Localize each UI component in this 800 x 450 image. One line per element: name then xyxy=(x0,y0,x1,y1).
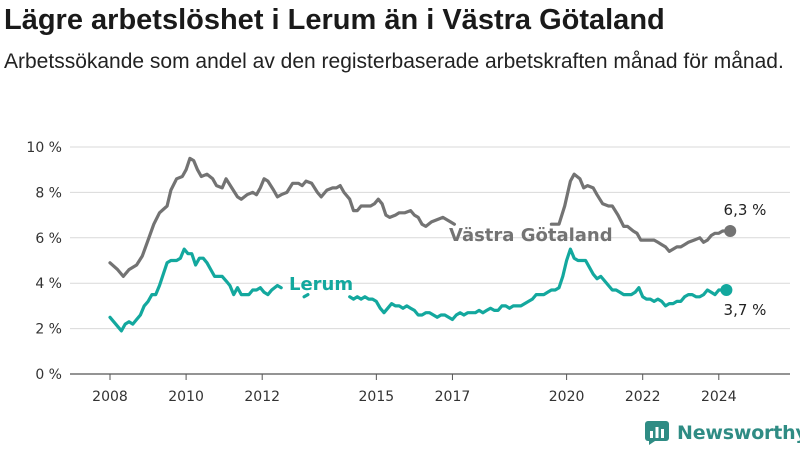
end-point-v-stra-g-taland xyxy=(724,224,737,237)
x-tick-label: 2015 xyxy=(359,389,395,405)
y-tick-label: 4 % xyxy=(35,276,62,292)
x-axis: 2008 2010 2012 2015 2017 2020 2022 2024 xyxy=(70,373,790,405)
series-line-v-stra-g-taland xyxy=(108,156,456,278)
chart-title: Lägre arbetslöshet i Lerum än i Västra G… xyxy=(4,4,665,36)
chart-subtitle: Arbetssökande som andel av den registerb… xyxy=(4,50,784,73)
end-label-lerum: 3,7 % xyxy=(724,301,767,319)
gridlines: 0 % 2 % 4 % 6 % 8 % 10 % xyxy=(26,140,790,383)
series-line-lerum xyxy=(302,293,310,299)
y-tick-label: 6 % xyxy=(35,231,62,247)
series-lines xyxy=(108,156,737,333)
series-label-vastra-gotaland: Västra Götaland xyxy=(449,225,613,246)
series-label-lerum: Lerum xyxy=(289,274,353,295)
y-tick-label: 0 % xyxy=(35,367,62,383)
series-line-lerum xyxy=(348,247,728,322)
x-tick-label: 2020 xyxy=(549,389,585,405)
series-line-v-stra-g-taland xyxy=(549,172,732,253)
newsworthy-icon xyxy=(645,421,669,445)
end-label-vastra-gotaland: 6,3 % xyxy=(724,201,767,219)
x-tick-label: 2012 xyxy=(244,389,280,405)
y-tick-label: 8 % xyxy=(35,185,62,201)
series-labels: Västra Götaland Lerum 6,3 % 3,7 % xyxy=(289,201,766,319)
end-point-lerum xyxy=(720,284,733,297)
y-tick-label: 10 % xyxy=(26,140,62,156)
newsworthy-logo: Newsworthy xyxy=(645,419,800,447)
brand-name: Newsworthy xyxy=(677,422,800,444)
series-line-lerum xyxy=(108,247,283,333)
x-tick-label: 2008 xyxy=(92,389,128,405)
x-tick-label: 2010 xyxy=(168,389,204,405)
x-tick-label: 2017 xyxy=(435,389,471,405)
x-tick-label: 2024 xyxy=(701,389,737,405)
x-tick-label: 2022 xyxy=(625,389,661,405)
y-tick-label: 2 % xyxy=(35,322,62,338)
